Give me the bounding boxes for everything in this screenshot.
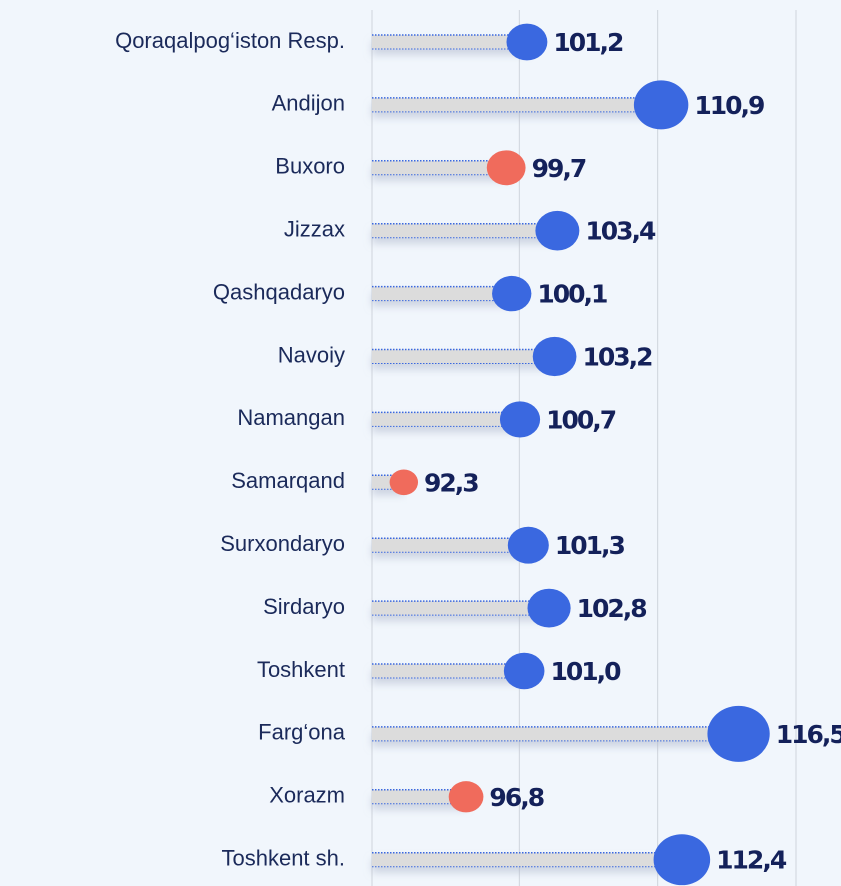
dot (389, 469, 419, 496)
category-label: Jizzax (284, 217, 345, 242)
category-label: Navoiy (278, 342, 345, 367)
category-label: Samarqand (231, 468, 345, 493)
dot (532, 336, 577, 377)
value-label: 110,9 (694, 91, 764, 120)
bar (372, 789, 467, 804)
value-label: 101,0 (550, 657, 621, 686)
value-label: 102,8 (577, 594, 647, 623)
value-label: 101,2 (553, 28, 623, 57)
dot (448, 781, 484, 813)
category-label: Sirdaryo (263, 594, 345, 619)
dot (492, 275, 532, 312)
dot (503, 652, 545, 690)
value-label: 100,1 (537, 280, 607, 309)
bar (372, 223, 558, 238)
dot (653, 834, 711, 886)
bar (372, 349, 555, 364)
value-label: 112,4 (716, 846, 787, 875)
bar (372, 726, 739, 741)
bar (372, 160, 507, 175)
bar (372, 664, 525, 678)
category-label: Toshkent (257, 657, 345, 682)
value-label: 116,5 (776, 720, 841, 749)
category-label: Namangan (237, 405, 345, 430)
dot (633, 80, 689, 130)
category-label: Andijon (272, 91, 345, 116)
value-label: 99,7 (532, 154, 586, 183)
value-label: 92,3 (424, 468, 478, 497)
value-label: 103,4 (585, 217, 656, 246)
bar (372, 97, 662, 112)
bar (372, 412, 521, 427)
dot (707, 705, 770, 762)
category-label: Xorazm (269, 783, 345, 808)
category-label: Toshkent sh. (221, 846, 345, 871)
bar (372, 35, 527, 49)
dot (499, 401, 541, 438)
bar (372, 601, 550, 616)
dot (527, 588, 571, 628)
bar (372, 538, 529, 553)
value-label: 96,8 (489, 783, 543, 812)
dot (486, 150, 526, 186)
dot (507, 526, 549, 564)
bar (372, 852, 682, 867)
value-label: 100,7 (546, 405, 616, 434)
category-label: Buxoro (275, 154, 345, 179)
category-label: Farg‘ona (258, 720, 346, 745)
dot (535, 210, 580, 251)
value-label: 101,3 (555, 531, 625, 560)
dot (506, 23, 548, 61)
value-label: 103,2 (582, 343, 652, 372)
bar (372, 286, 512, 301)
category-label: Surxondaryo (220, 531, 345, 556)
category-label: Qoraqalpog‘iston Resp. (115, 28, 345, 53)
category-label: Qashqadaryo (213, 279, 345, 304)
